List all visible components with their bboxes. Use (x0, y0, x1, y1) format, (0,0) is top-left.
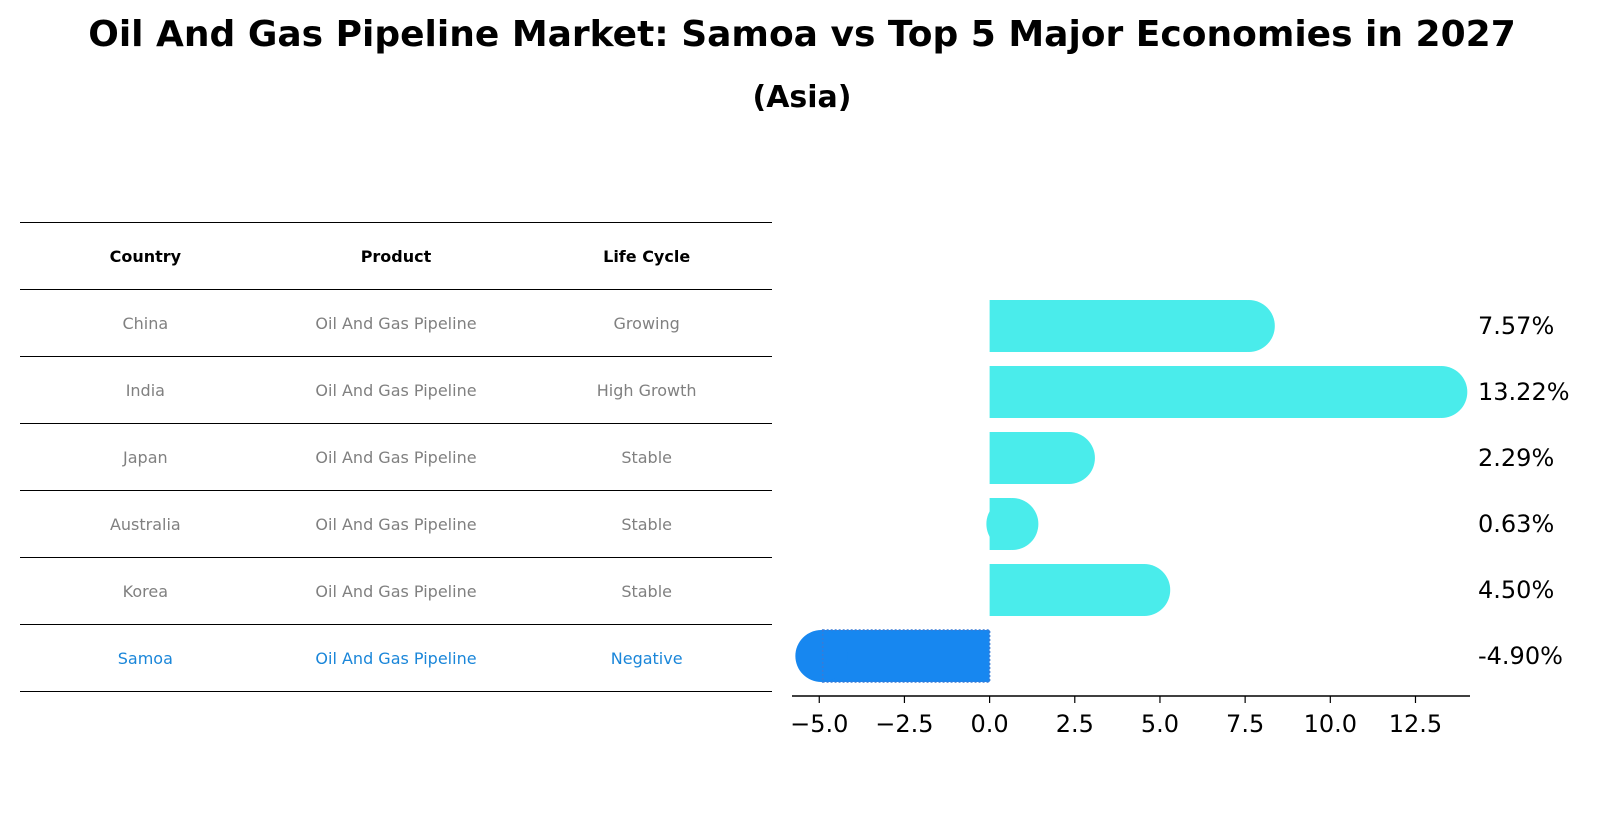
x-tick-label: 12.5 (1389, 710, 1442, 738)
x-tick-label: 2.5 (1056, 710, 1094, 738)
x-tick-label: 7.5 (1226, 710, 1264, 738)
x-tick-label: 10.0 (1304, 710, 1357, 738)
bar-body (989, 366, 1441, 418)
cell-life-cycle: Stable (521, 423, 772, 491)
table-row: India Oil And Gas Pipeline High Growth (20, 356, 772, 424)
bar-outline (821, 629, 991, 683)
table-row: Australia Oil And Gas Pipeline Stable (20, 490, 772, 558)
value-label-china: 7.57% (1478, 312, 1554, 340)
value-label-samoa: -4.90% (1478, 642, 1563, 670)
cell-country: Samoa (20, 624, 271, 692)
cell-life-cycle: Stable (521, 490, 772, 558)
value-label-india: 13.22% (1478, 378, 1570, 406)
bar-cap (986, 498, 1039, 550)
cell-country: India (20, 356, 271, 424)
header-life-cycle: Life Cycle (521, 222, 772, 290)
cell-country: Korea (20, 557, 271, 625)
cell-product: Oil And Gas Pipeline (270, 423, 522, 491)
cell-country: Japan (20, 423, 271, 491)
cell-product: Oil And Gas Pipeline (270, 356, 522, 424)
bar-cap (1042, 432, 1095, 484)
table-row: Japan Oil And Gas Pipeline Stable (20, 423, 772, 491)
bar-cap (1415, 366, 1468, 418)
header-country: Country (20, 222, 271, 290)
bar-japan (989, 432, 1095, 484)
bar-samoa (795, 629, 991, 683)
value-label-japan: 2.29% (1478, 444, 1554, 472)
bar-india (989, 366, 1468, 418)
table-row-highlight: Samoa Oil And Gas Pipeline Negative (20, 624, 772, 692)
bar-china (989, 300, 1275, 352)
bar-body (989, 300, 1248, 352)
x-tick-label: −5.0 (790, 710, 848, 738)
bar-cap (1118, 564, 1171, 616)
market-table: Country Product Life Cycle China Oil And… (20, 222, 772, 692)
cell-country: Australia (20, 490, 271, 558)
header-product: Product (270, 222, 522, 290)
value-label-australia: 0.63% (1478, 510, 1554, 538)
table-row: Korea Oil And Gas Pipeline Stable (20, 557, 772, 625)
cell-life-cycle: High Growth (521, 356, 772, 424)
table-row: China Oil And Gas Pipeline Growing (20, 289, 772, 357)
bar-australia (986, 498, 1039, 550)
cell-life-cycle: Stable (521, 557, 772, 625)
cell-product: Oil And Gas Pipeline (270, 490, 522, 558)
bar-cap (795, 630, 848, 682)
cell-life-cycle: Negative (521, 624, 772, 692)
cell-product: Oil And Gas Pipeline (270, 289, 522, 357)
bar-body (822, 630, 990, 682)
chart-subtitle: (Asia) (752, 80, 852, 115)
bar-korea (989, 564, 1171, 616)
x-tick-label: 5.0 (1141, 710, 1179, 738)
cell-country: China (20, 289, 271, 357)
bar-body (989, 564, 1143, 616)
chart-title: Oil And Gas Pipeline Market: Samoa vs To… (88, 14, 1516, 55)
cell-product: Oil And Gas Pipeline (270, 557, 522, 625)
value-label-korea: 4.50% (1478, 576, 1554, 604)
cell-life-cycle: Growing (521, 289, 772, 357)
x-tick-label: 0.0 (971, 710, 1009, 738)
bar-cap (1222, 300, 1275, 352)
table-header-row: Country Product Life Cycle (20, 222, 772, 290)
cell-product: Oil And Gas Pipeline (270, 624, 522, 692)
x-tick-label: −2.5 (875, 710, 933, 738)
